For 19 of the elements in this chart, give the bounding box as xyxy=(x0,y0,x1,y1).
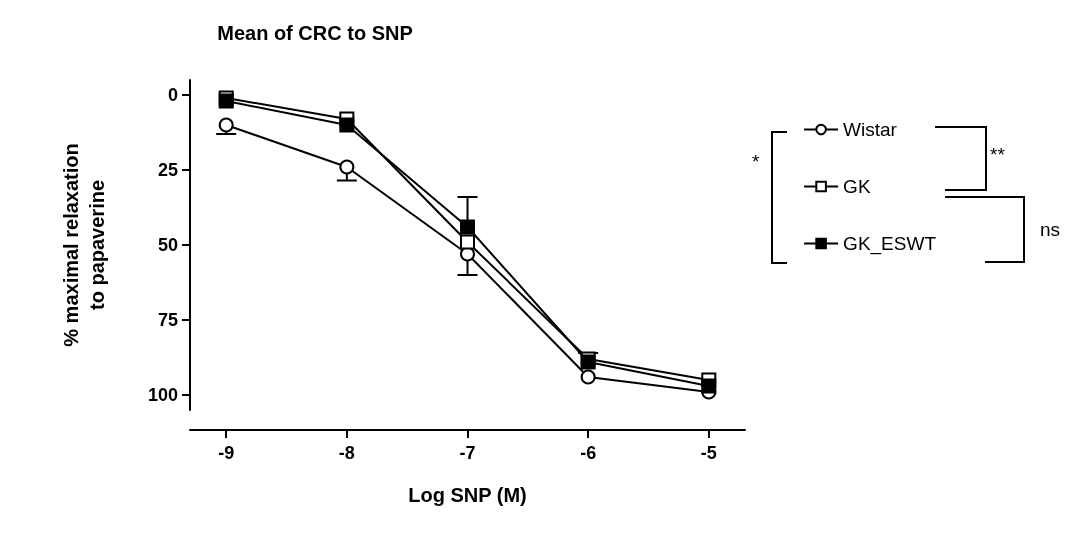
x-tick-label: -5 xyxy=(700,443,717,463)
text: ** xyxy=(990,144,1006,165)
legend-label: GK xyxy=(843,176,871,197)
legend-label: Wistar xyxy=(843,119,898,140)
y-tick-label: 75 xyxy=(157,310,178,330)
text: * xyxy=(752,151,760,172)
x-tick-label: -6 xyxy=(580,443,597,463)
x-tick-label: -8 xyxy=(338,443,355,463)
y-tick-label: 0 xyxy=(167,85,178,105)
text: ns xyxy=(1040,219,1061,240)
x-axis-title: Log SNP (M) xyxy=(408,484,527,506)
y-tick-label: 100 xyxy=(147,385,178,405)
x-tick-label: -9 xyxy=(218,443,235,463)
legend-label: GK_ESWT xyxy=(843,233,937,255)
x-tick-label: -7 xyxy=(459,443,476,463)
y-tick-label: 25 xyxy=(157,160,178,180)
chart-title: Mean of CRC to SNP xyxy=(217,22,413,44)
y-axis-title: % maximal relaxation to papaverine xyxy=(60,143,108,347)
y-tick-label: 50 xyxy=(157,235,178,255)
